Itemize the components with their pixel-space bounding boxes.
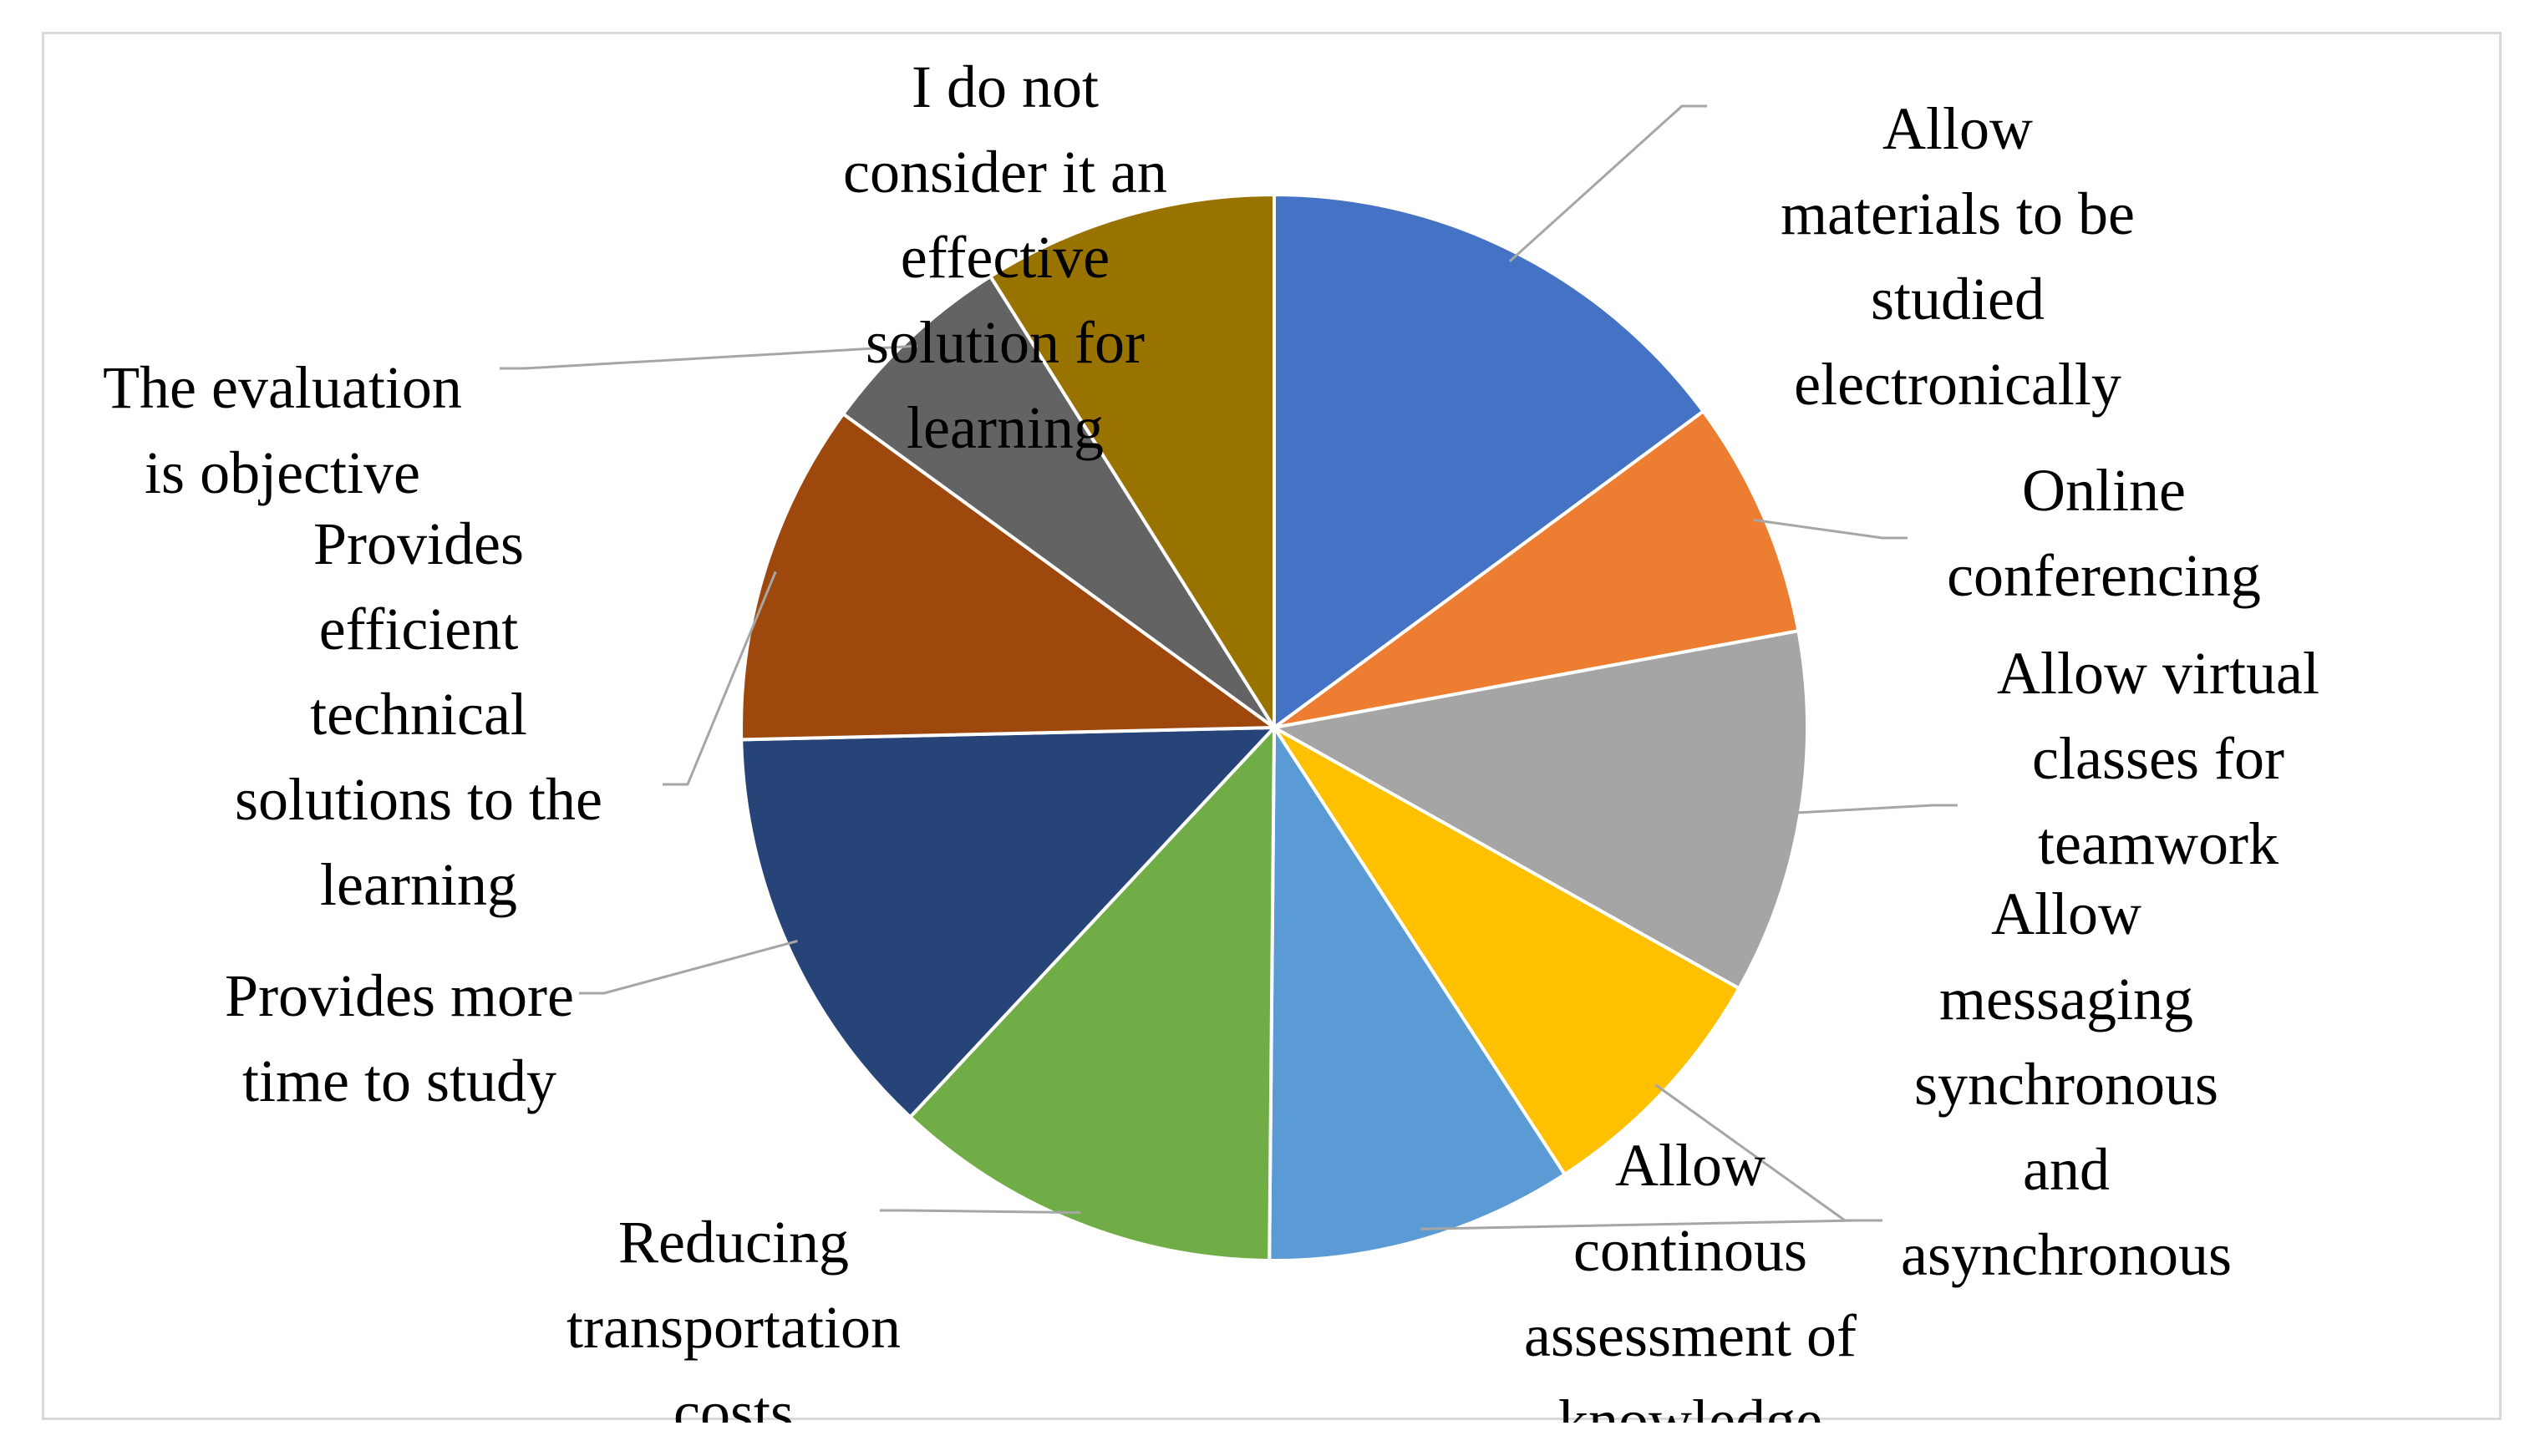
slice-label-line: consider it an: [843, 139, 1167, 205]
pie-slice-1: [1273, 408, 1801, 729]
chart-frame: Allow materials to be studied electronicall…: [42, 32, 2502, 1423]
slice-labels: Allow materials to be studied electronicall…: [103, 53, 2319, 1423]
leader-line-0: [1508, 104, 1707, 263]
leader-line-6: [579, 940, 798, 995]
slice-label-line: solutions to the: [235, 766, 602, 833]
slice-label-line: technical: [310, 681, 527, 748]
pie-slice-9: [988, 192, 1276, 733]
pie-slice-3: [1273, 726, 1742, 1177]
slice-label-6: Provides more time to study: [225, 962, 574, 1114]
slice-label-line: Allow: [1991, 880, 2141, 947]
slice-label-line: Provides: [313, 510, 524, 577]
slice-label-line: classes for: [2032, 725, 2284, 792]
slice-label-line: assessment of: [1524, 1302, 1857, 1369]
pie-chart: Allow materials to be studied electronicall…: [103, 53, 2319, 1423]
slice-label-line: continous: [1573, 1217, 1807, 1284]
slice-label-line: effective: [901, 224, 1110, 291]
slice-label-line: teamwork: [2038, 810, 2279, 877]
slice-label-line: is objective: [145, 439, 420, 506]
slice-label-1: Online conferencing: [1947, 457, 2261, 609]
pie-slice-4: [1268, 722, 1567, 1263]
slice-label-line: studied: [1871, 266, 2045, 332]
pie-slice-2: [1269, 628, 1809, 992]
slice-label-line: electronically: [1794, 351, 2121, 418]
slice-label-line: time to study: [242, 1048, 556, 1114]
slice-label-0: Allow materials to be studied electronicall…: [1781, 95, 2135, 418]
slice-label-8: The evaluation is objective: [103, 354, 462, 506]
slice-label-line: Online: [2022, 457, 2186, 524]
slice-label-9: I do not consider it an effective solution …: [843, 53, 1167, 461]
leader-line-2: [1789, 804, 1958, 814]
slice-label-line: solution for: [866, 309, 1145, 376]
slice-label-line: messaging: [1939, 966, 2193, 1032]
pie-slices: [739, 192, 1809, 1263]
slice-label-line: materials to be: [1781, 180, 2135, 247]
slice-label-line: Allow: [1615, 1132, 1765, 1199]
pie-slice-0: [1273, 192, 1706, 731]
slice-label-7: Provides efficient technical solutions to t…: [235, 510, 602, 918]
slice-label-5: Reducing transportation costs: [566, 1209, 901, 1423]
pie-slice-5: [907, 723, 1277, 1263]
slice-label-line: costs: [673, 1379, 794, 1423]
slice-label-line: transportation: [566, 1294, 901, 1361]
pie-slice-6: [739, 725, 1278, 1120]
leader-line-1: [1753, 518, 1908, 540]
slice-label-line: Provides more: [225, 962, 574, 1029]
leader-line-7: [663, 571, 777, 786]
pie-slice-7: [739, 411, 1279, 742]
slice-label-line: knowledge: [1558, 1388, 1822, 1423]
slice-label-line: and: [2023, 1136, 2110, 1203]
slice-label-line: learning: [320, 851, 517, 918]
leader-lines: [500, 104, 1958, 1230]
slice-label-2: Allow virtual classes for teamwork: [1997, 640, 2319, 877]
leader-line-8: [500, 344, 918, 370]
slice-label-line: Allow virtual: [1997, 640, 2319, 707]
slice-label-line: efficient: [319, 596, 519, 662]
slice-label-3: Allow messaging synchronous and asynchronous: [1901, 880, 2232, 1288]
slice-label-line: synchronous: [1914, 1051, 2218, 1118]
slice-label-line: learning: [907, 394, 1104, 461]
slice-label-line: conferencing: [1947, 542, 2261, 609]
slice-label-line: Reducing: [618, 1209, 849, 1276]
leader-line-4: [1420, 1219, 1882, 1230]
pie-slice-8: [841, 274, 1276, 729]
slice-label-line: The evaluation: [103, 354, 462, 421]
leader-line-5: [880, 1209, 1080, 1215]
slice-label-line: asynchronous: [1901, 1221, 2232, 1288]
slice-label-line: I do not: [912, 53, 1099, 120]
slice-label-4: Allow continous assessment of knowledge: [1524, 1132, 1857, 1423]
slice-label-line: Allow: [1882, 95, 2033, 162]
